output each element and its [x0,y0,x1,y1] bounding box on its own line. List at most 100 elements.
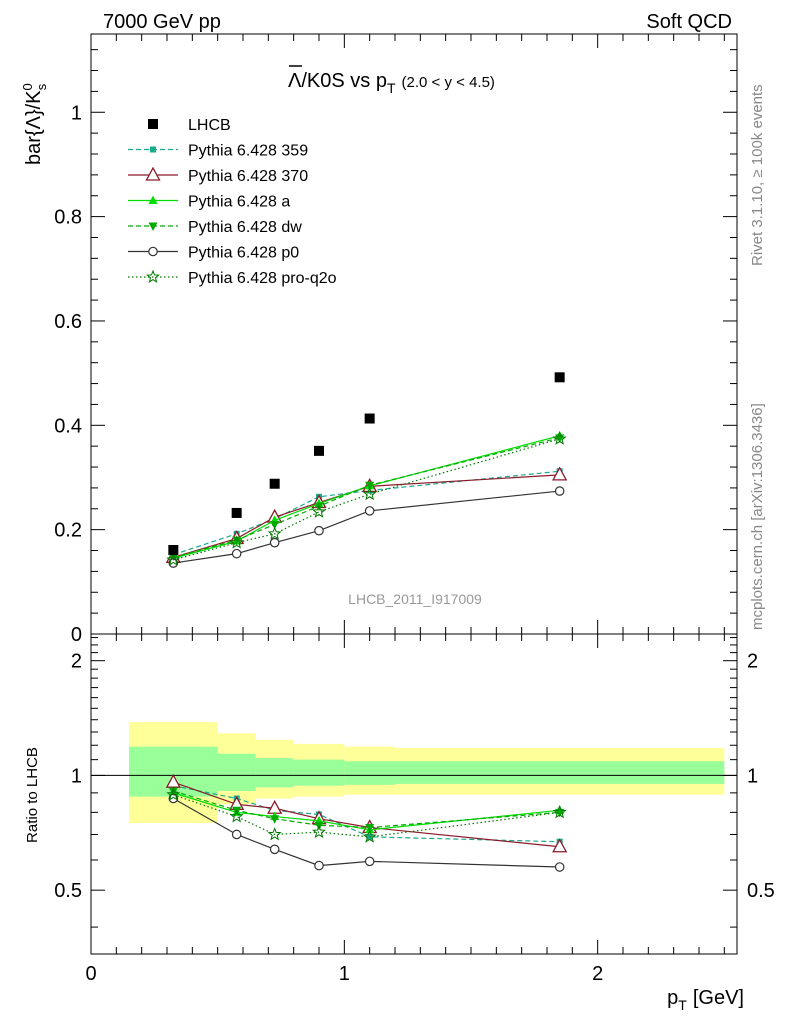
x-axis-label-unit: [GeV] [693,987,744,1009]
mcplots-label: mcplots.cern.ch [arXiv:1306.3436] [749,403,766,630]
main-series-5-point-5 [554,486,565,496]
ratio-series-4-point-0 [168,793,179,804]
ratio-series-5-point-0 [166,787,181,801]
ratio-series-5-point-2 [267,827,282,841]
main-series-4-point-1 [232,536,242,546]
main-series-0-point-2 [269,478,280,489]
ratio-y-label: Ratio to LHCB [24,747,41,843]
ratio-series-4-line [173,797,560,868]
main-axis-ticks: 0 0.2 0.4 0.6 0.8 1 [54,34,737,646]
ratio-ytick-label-0: 0.5 [54,880,82,902]
ratio-series-4-point-2 [269,844,280,855]
main-ytick-label-2: 0.4 [54,415,82,437]
main-y-label-sup: 0 [20,83,35,90]
legend-marker-4 [148,222,158,231]
main-series-6-line [173,438,560,561]
main-series-0-point-1 [231,507,242,518]
ratio-series-5-point-5 [552,804,567,819]
main-series-0-point-3 [314,445,324,456]
xtick-label-0: 0 [85,963,96,985]
x-axis-label-text: p [667,987,678,1009]
ratio-band-green-3 [293,759,345,786]
legend-marker-2 [145,166,161,181]
ratio-band-green-2 [255,758,294,788]
main-y-label: bar{Λ}/K0s [20,83,49,165]
ratio-band-green-5 [395,761,725,784]
main-series-6-point-5 [552,431,567,445]
main-series-4-point-0 [168,553,178,563]
xtick-label-1: 1 [339,963,350,985]
main-series-4-line [173,437,560,558]
legend-label-5: Pythia 6.428 p0 [188,245,299,262]
x-axis-label-sub: T [678,997,687,1013]
ratio-series-3-point-0 [168,787,178,797]
main-title-sub: T [387,80,396,96]
main-y-label-text: bar{Λ}/K [23,90,45,165]
main-series-6-point-3 [311,504,327,518]
ratio-series-4-point-4 [364,856,375,867]
header-right: Soft QCD [646,11,732,33]
ratio-series-4-point-1 [231,829,242,840]
main-series-4-point-4 [365,481,375,491]
ratio-ytick-label-right-0: 0.5 [747,880,775,902]
ratio-axis-ticks: 0.5 0.5 1 1 2 2 0 1 2 [54,634,775,985]
main-series-4-point-2 [270,520,280,530]
ratio-series-4-point-5 [554,862,565,872]
ratio-series-3-point-2 [270,815,280,824]
main-series-5-point-3 [314,525,324,536]
legend-label-6: Pythia 6.428 pro-q2o [188,270,337,287]
ratio-data-marks [165,773,568,872]
legend-label-2: Pythia 6.428 370 [188,168,308,185]
main-title: Λ/K0S vs pT (2.0 < y < 4.5) [288,70,495,96]
ratio-series-2-line [173,792,560,831]
x-axis-label: pT [GeV] [667,987,744,1013]
main-title-range: (2.0 < y < 4.5) [402,74,495,91]
legend-label-1: Pythia 6.428 359 [188,143,308,160]
main-series-0-point-4 [364,413,375,424]
main-ytick-label-0: 0 [71,624,82,646]
ratio-ytick-label-1: 1 [71,765,82,787]
ratio-series-4-point-3 [314,860,324,871]
main-title-text: Λ/K0S vs p [288,70,387,92]
main-panel: 0 0.2 0.4 0.6 0.8 1 Λ/K0S vs pT (2.0 < y < 4.5… [20,33,738,646]
main-series-1-line [173,470,560,556]
header-left: 7000 GeV pp [103,11,221,33]
ratio-series-3-line [173,790,560,829]
ratio-series-1-line [173,781,560,848]
xtick-label-2: 2 [592,963,603,985]
ratio-series-3-point-4 [365,824,375,833]
main-series-6-point-2 [267,526,282,540]
legend-marker-0 [148,119,158,129]
rivet-label: Rivet 3.1.10, ≥ 100k events [749,84,766,266]
main-ytick-label-5: 1 [71,102,82,124]
main-series-6-point-0 [166,552,181,566]
legend: LHCB Pythia 6.428 359 Pythia 6.428 370 Pyth… [128,117,337,287]
ratio-ytick-label-2: 2 [71,651,82,673]
main-series-0-point-0 [168,545,179,555]
main-series-5-point-2 [269,537,280,548]
ratio-frame [90,633,738,955]
legend-marker-5 [148,246,158,257]
ratio-band-green-4 [344,761,395,785]
ratio-series-5-line [173,794,560,838]
main-series-5-line [173,490,560,564]
main-series-2-point-5 [552,466,568,481]
main-y-label-sub: s [34,83,49,90]
main-ytick-label-4: 0.8 [54,207,82,229]
ratio-series-1-point-0 [165,773,181,788]
legend-label-3: Pythia 6.428 a [188,194,290,211]
legend-label-4: Pythia 6.428 dw [188,219,302,236]
legend-marker-3 [148,195,158,204]
main-series-5-point-4 [364,506,375,516]
main-series-6-point-1 [229,535,244,549]
main-ytick-label-1: 0.2 [54,520,82,542]
ratio-series-5-point-4 [362,829,377,843]
analysis-watermark: LHCB_2011_I917009 [348,591,482,607]
legend-marker-6 [145,269,161,283]
ratio-series-3-point-5 [555,808,565,818]
ratio-series-0-line [173,785,560,843]
ratio-ytick-label-right-1: 1 [747,765,758,787]
legend-label-0: LHCB [188,117,231,134]
main-series-5-point-1 [231,548,242,559]
